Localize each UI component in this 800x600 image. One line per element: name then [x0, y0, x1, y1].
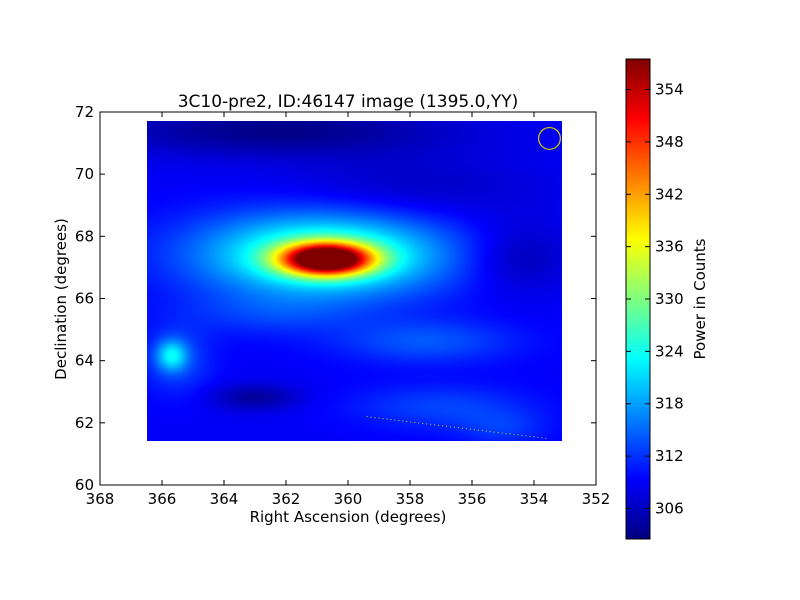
colorbar-tick-label: 324 [655, 342, 684, 360]
y-tick-label: 66 [75, 290, 94, 308]
colorbar-ticks: 306 312 318 324 330 336 342 348 354 [626, 81, 684, 517]
colorbar-tick-label: 336 [655, 238, 684, 256]
x-tick-label: 352 [582, 490, 611, 508]
colorbar-tick-label: 342 [655, 185, 684, 203]
x-tick-label: 356 [458, 490, 487, 508]
colorbar-tick-label: 318 [655, 395, 684, 413]
colorbar-label: Power in Counts [691, 238, 709, 359]
x-tick-label: 358 [396, 490, 425, 508]
x-tick-label: 364 [210, 490, 239, 508]
y-axis-label: Declination (degrees) [52, 218, 70, 380]
heatmap-image [146, 121, 562, 442]
plot-area [99, 111, 597, 486]
x-axis-label: Right Ascension (degrees) [250, 508, 447, 526]
x-tick-label: 362 [272, 490, 301, 508]
y-axis: 60 62 64 66 68 70 72 [75, 103, 596, 494]
x-tick-label: 360 [334, 490, 363, 508]
x-tick-label: 354 [520, 490, 549, 508]
colorbar-tick-label: 348 [655, 133, 684, 151]
colorbar: 306 312 318 324 330 336 342 348 354 Power in Cou… [625, 58, 709, 540]
y-tick-label: 64 [75, 352, 94, 370]
y-tick-label: 72 [75, 103, 94, 121]
colorbar-tick-label: 312 [655, 447, 684, 465]
x-tick-label: 366 [148, 490, 177, 508]
x-tick-label: 368 [86, 490, 115, 508]
y-tick-label: 62 [75, 414, 94, 432]
overlays [366, 126, 561, 439]
x-axis: 368 366 364 362 360 358 356 354 352 [86, 112, 611, 508]
beam-circle [538, 126, 561, 150]
y-tick-label: 60 [75, 476, 94, 494]
y-tick-label: 70 [75, 165, 94, 183]
y-tick-label: 68 [75, 227, 94, 245]
colorbar-tick-label: 306 [655, 499, 684, 517]
colorbar-tick-label: 330 [655, 290, 684, 308]
colorbar-tick-label: 354 [655, 81, 684, 99]
chart-title: 3C10-pre2, ID:46147 image (1395.0,YY) [178, 92, 519, 112]
heatmap-container [146, 121, 562, 442]
